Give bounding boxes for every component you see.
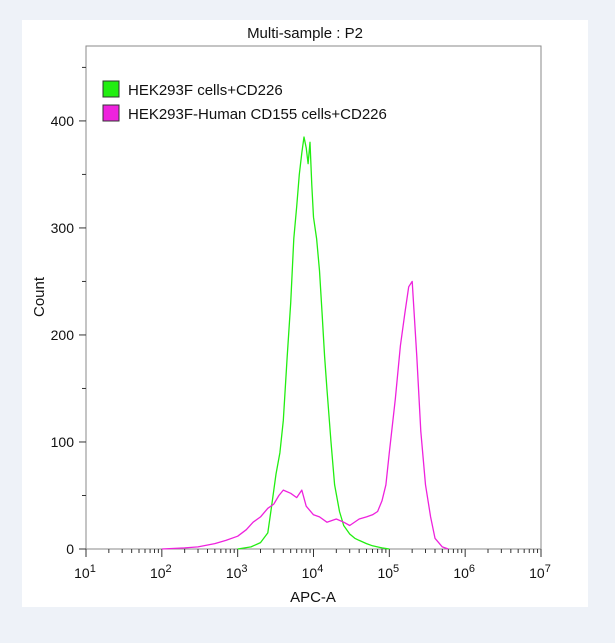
legend-label-magenta: HEK293F-Human CD155 cells+CD226 xyxy=(128,106,387,123)
chart-title: Multi-sample : P2 xyxy=(247,25,363,42)
x-tick-label: 104 xyxy=(302,563,324,581)
x-tick-label: 107 xyxy=(529,563,551,581)
x-axis-ticks: 101 102 103 104 105 106 107 xyxy=(74,549,551,581)
series-line-hek293f xyxy=(237,136,390,550)
legend-swatch-magenta xyxy=(102,104,120,122)
series-line-hek293f-cd155 xyxy=(161,280,449,550)
x-tick-label: 106 xyxy=(453,563,475,581)
plot-frame xyxy=(85,45,542,550)
x-tick-label: 102 xyxy=(150,563,172,581)
x-axis-label: APC-A xyxy=(290,589,336,606)
x-tick-label: 101 xyxy=(74,563,96,581)
y-tick-label: 400 xyxy=(51,113,75,129)
plot-area: 101 102 103 104 105 106 107 0 100 200 300 400 xyxy=(51,45,551,581)
x-minor-ticks xyxy=(108,549,539,553)
y-axis-label: Count xyxy=(31,276,48,317)
legend-swatch-green xyxy=(102,80,120,98)
y-axis-ticks: 0 100 200 300 400 xyxy=(51,66,86,557)
y-tick-label: 0 xyxy=(66,541,74,557)
legend: HEK293F cells+CD226 HEK293F-Human CD155 … xyxy=(102,80,387,123)
y-tick-label: 200 xyxy=(51,327,75,343)
x-tick-label: 103 xyxy=(226,563,248,581)
legend-label-green: HEK293F cells+CD226 xyxy=(128,82,283,99)
y-tick-label: 100 xyxy=(51,434,75,450)
x-tick-label: 105 xyxy=(377,563,399,581)
y-tick-label: 300 xyxy=(51,220,75,236)
series-lines xyxy=(161,136,449,550)
